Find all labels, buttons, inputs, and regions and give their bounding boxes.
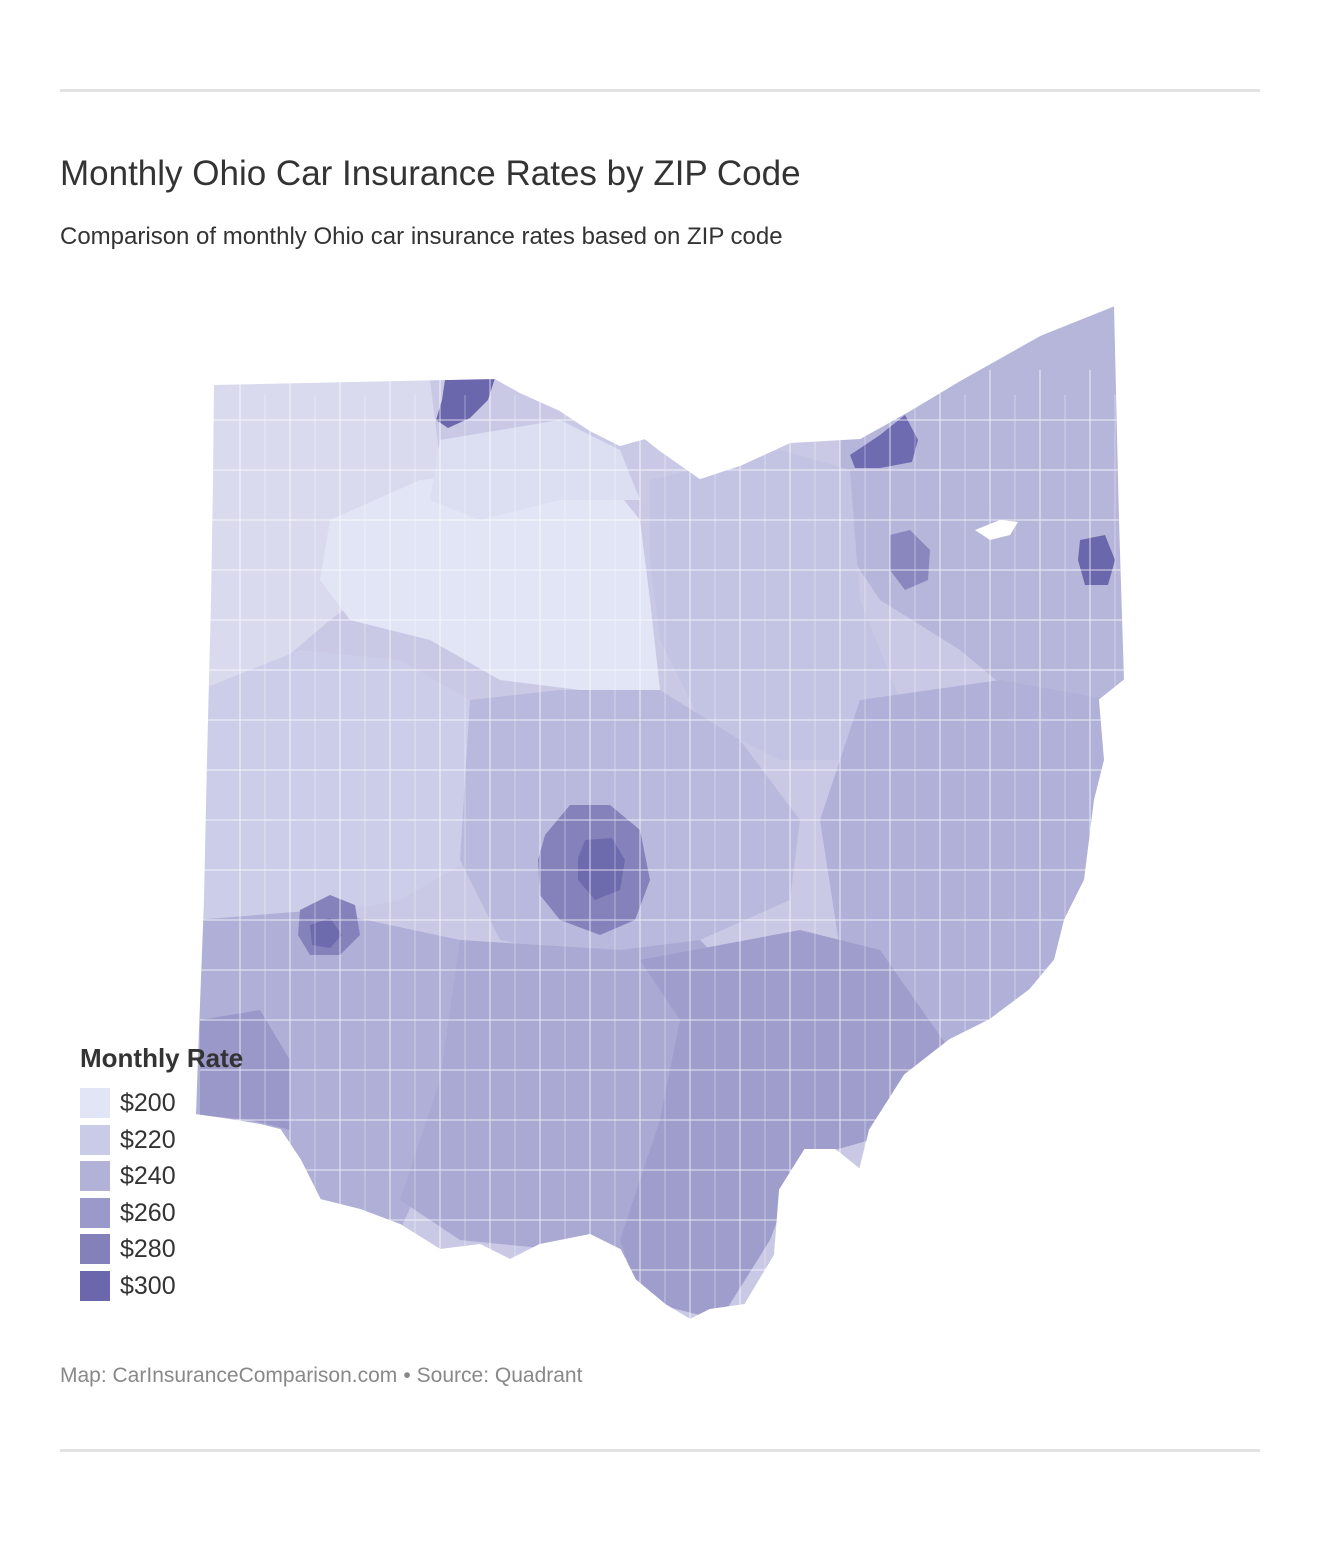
legend-title: Monthly Rate bbox=[80, 1043, 244, 1073]
hotspot-dayton-core bbox=[310, 918, 342, 948]
region-east-central-rate bbox=[650, 450, 900, 760]
legend-label: $260 bbox=[120, 1198, 176, 1227]
source-credit: Map: CarInsuranceComparison.com • Source: … bbox=[60, 1364, 582, 1388]
legend-item: $260 bbox=[80, 1197, 243, 1235]
legend-swatch bbox=[80, 1088, 110, 1118]
region-west-rate bbox=[200, 650, 500, 920]
legend-label: $280 bbox=[120, 1235, 176, 1264]
legend-label: $220 bbox=[120, 1125, 176, 1154]
map-credit: Map: CarInsuranceComparison.com bbox=[60, 1364, 398, 1387]
legend-swatch bbox=[80, 1161, 110, 1192]
legend: Monthly Rate $200 $220 $240 $260 $280 $3… bbox=[80, 1043, 243, 1308]
legend-label: $300 bbox=[120, 1271, 176, 1300]
legend-swatch bbox=[80, 1197, 110, 1228]
legend-swatch bbox=[80, 1270, 110, 1301]
hotspot-cleveland bbox=[850, 415, 918, 468]
chart-subtitle: Comparison of monthly Ohio car insurance… bbox=[60, 223, 783, 250]
chart-title: Monthly Ohio Car Insurance Rates by ZIP … bbox=[60, 154, 801, 193]
data-source: Source: Quadrant bbox=[416, 1364, 583, 1387]
legend-label: $200 bbox=[120, 1089, 176, 1117]
region-southeast-rate bbox=[620, 930, 950, 1320]
legend-items: $200 $220 $240 $260 $280 $300 bbox=[80, 1088, 243, 1308]
hotspot-toledo bbox=[436, 378, 495, 428]
legend-item: $240 bbox=[80, 1161, 243, 1198]
region-east-rate bbox=[820, 680, 1110, 1050]
lake-reservoir bbox=[975, 520, 1018, 540]
legend-label: $240 bbox=[120, 1162, 176, 1191]
legend-swatch bbox=[80, 1124, 110, 1155]
ohio-zip-map bbox=[0, 280, 1320, 1340]
legend-item: $220 bbox=[80, 1124, 243, 1162]
bottom-divider bbox=[60, 1449, 1260, 1452]
zip-boundaries bbox=[200, 370, 1125, 1320]
legend-item: $200 bbox=[80, 1088, 243, 1125]
legend-item: $280 bbox=[80, 1234, 243, 1271]
separator-dot: • bbox=[403, 1364, 411, 1387]
legend-item: $300 bbox=[80, 1270, 243, 1308]
top-divider bbox=[60, 89, 1260, 92]
legend-swatch bbox=[80, 1234, 110, 1265]
hotspot-youngstown bbox=[1078, 535, 1115, 585]
hotspot-akron bbox=[890, 530, 930, 590]
